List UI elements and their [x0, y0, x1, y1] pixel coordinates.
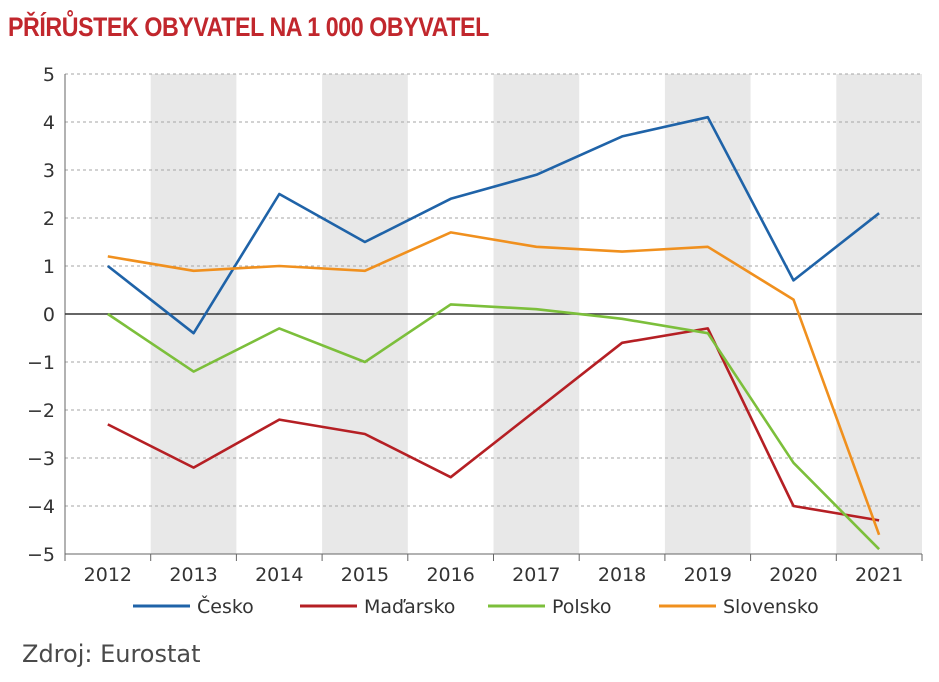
y-tick-label: −3 — [27, 448, 55, 470]
y-tick-label: 3 — [43, 160, 55, 182]
legend-label: Maďarsko — [364, 596, 455, 618]
y-tick-label: 4 — [43, 112, 55, 134]
series-line-maďarsko — [107, 327, 880, 522]
x-tick-label: 2018 — [598, 564, 646, 586]
legend-label: Česko — [197, 594, 254, 618]
x-tick-label: 2020 — [769, 564, 817, 586]
y-tick-label: 2 — [43, 208, 55, 230]
x-tick-label: 2012 — [84, 564, 132, 586]
legend-label: Slovensko — [723, 596, 819, 618]
x-tick-label: 2013 — [169, 564, 217, 586]
chart-title: PŘÍRŮSTEK OBYVATEL NA 1 000 OBYVATEL — [8, 12, 489, 42]
y-axis-ticks: 5 4 3 2 1 0 −1 −2 −3 −4 −5 — [27, 64, 55, 566]
series-line-polsko — [107, 303, 881, 551]
y-tick-label: −5 — [27, 544, 55, 566]
x-tick-label: 2021 — [855, 564, 903, 586]
y-tick-label: 0 — [43, 304, 55, 326]
x-tick-label: 2016 — [426, 564, 474, 586]
x-axis-ticks: 2012 2013 2014 2015 2016 2017 2018 2019 2020 2021 — [84, 564, 904, 586]
x-tick-label: 2015 — [341, 564, 389, 586]
legend: Česko Maďarsko Polsko Slovensko — [133, 594, 819, 618]
y-tick-label: −1 — [27, 352, 55, 374]
series-lines — [106, 115, 881, 551]
x-tick-label: 2014 — [255, 564, 303, 586]
y-tick-label: −2 — [27, 400, 55, 422]
y-tick-label: 5 — [43, 64, 55, 86]
y-tick-label: −4 — [27, 496, 55, 518]
y-tick-label: 1 — [43, 256, 55, 278]
legend-label: Polsko — [552, 596, 612, 618]
x-tick-label: 2017 — [512, 564, 560, 586]
series-line-slovensko — [107, 231, 881, 536]
series-line-česko — [106, 115, 880, 335]
x-tick-label: 2019 — [684, 564, 732, 586]
gridlines — [65, 73, 922, 507]
axes — [64, 74, 923, 561]
source-note: Zdroj: Eurostat — [22, 640, 201, 668]
